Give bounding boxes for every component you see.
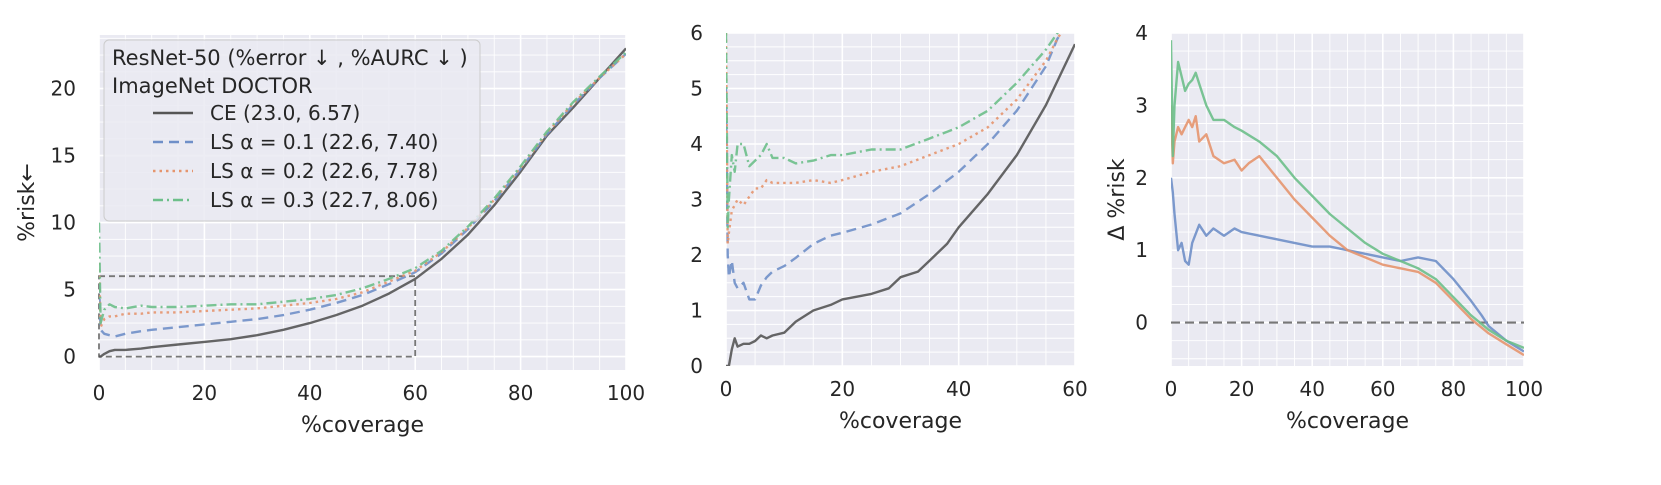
y-tick-label: 5 (63, 278, 76, 302)
series-line-1 (726, 43, 1075, 366)
legend-title: ResNet-50 (%error ↓ , %AURC ↓ ) (112, 46, 468, 70)
x-axis-label: %coverage (301, 413, 424, 438)
legend-entry: LS α = 0.1 (22.6, 7.40) (210, 130, 438, 154)
series-line-2 (726, 33, 1064, 301)
series-line-2 (99, 52, 626, 338)
series-line-2 (1171, 105, 1524, 357)
chart-panel-2: 0 20 40 60 0 1 2 3 4 5 6 %coverage (690, 21, 1087, 434)
y-tick-label: 10 (51, 211, 76, 235)
x-tick-label: 60 (1370, 377, 1395, 401)
x-tick-label: 20 (830, 377, 855, 401)
x-tick-label: 0 (1165, 377, 1178, 401)
x-tick-label: 20 (192, 381, 217, 405)
y-tick-label: 1 (690, 299, 703, 323)
x-tick-label: 40 (297, 381, 322, 405)
y-tick-label: 0 (1135, 311, 1148, 335)
y-tick-label: 4 (690, 132, 703, 156)
y-axis-label: Δ %risk (1105, 158, 1130, 241)
y-tick-label: 0 (690, 354, 703, 378)
legend: ResNet-50 (%error ↓ , %AURC ↓ ) ImageNet … (103, 39, 481, 222)
y-tick-label: 0 (63, 345, 76, 369)
y-tick-label: 1 (1135, 238, 1148, 262)
x-tick-label: 80 (508, 381, 533, 405)
x-tick-label: 100 (607, 381, 645, 405)
y-tick-label: 3 (1135, 93, 1148, 117)
series-group (726, 33, 1075, 366)
series-line-4 (99, 51, 626, 325)
x-tick-label: 20 (1229, 377, 1254, 401)
y-tick-label: 5 (690, 77, 703, 101)
legend-title: ImageNet DOCTOR (112, 74, 313, 98)
series-line-3 (726, 33, 1063, 246)
x-axis-label: %coverage (1286, 409, 1409, 434)
legend-entry: LS α = 0.2 (22.6, 7.78) (210, 159, 438, 183)
x-axis-label: %coverage (839, 409, 962, 434)
x-tick-label: 0 (720, 377, 733, 401)
series-group (99, 47, 626, 358)
series-line-1 (1171, 177, 1524, 353)
legend-entry: LS α = 0.3 (22.7, 8.06) (210, 188, 438, 212)
legend-box (103, 39, 481, 222)
series-line-3 (1171, 40, 1524, 350)
chart-panel-1: 0 20 40 60 80 100 0 5 10 15 20 %coverage %risk← ResNe… (15, 35, 645, 438)
y-tick-label: 3 (690, 188, 703, 212)
legend-entry: CE (23.0, 6.57) (210, 101, 360, 125)
y-tick-label: 20 (51, 77, 76, 101)
series-line-3 (99, 52, 626, 329)
x-tick-label: 40 (946, 377, 971, 401)
grid (725, 32, 1076, 367)
series-line-1 (99, 47, 626, 358)
series-line-4 (726, 33, 1059, 229)
x-tick-label: 60 (1062, 377, 1087, 401)
y-tick-label: 4 (1135, 21, 1148, 45)
x-tick-label: 40 (1299, 377, 1324, 401)
y-tick-label: 2 (690, 243, 703, 267)
x-tick-label: 60 (402, 381, 427, 405)
series-group (1171, 40, 1524, 357)
chart-panel-3: 0 20 40 60 80 100 0 1 2 3 4 %coverage Δ %risk (1105, 21, 1543, 434)
x-tick-label: 0 (93, 381, 106, 405)
y-tick-label: 2 (1135, 166, 1148, 190)
y-tick-label: 15 (51, 144, 76, 168)
x-tick-label: 80 (1441, 377, 1466, 401)
y-axis-label: %risk← (15, 163, 40, 242)
grid (1170, 32, 1525, 366)
y-tick-label: 6 (690, 21, 703, 45)
x-tick-label: 100 (1505, 377, 1543, 401)
